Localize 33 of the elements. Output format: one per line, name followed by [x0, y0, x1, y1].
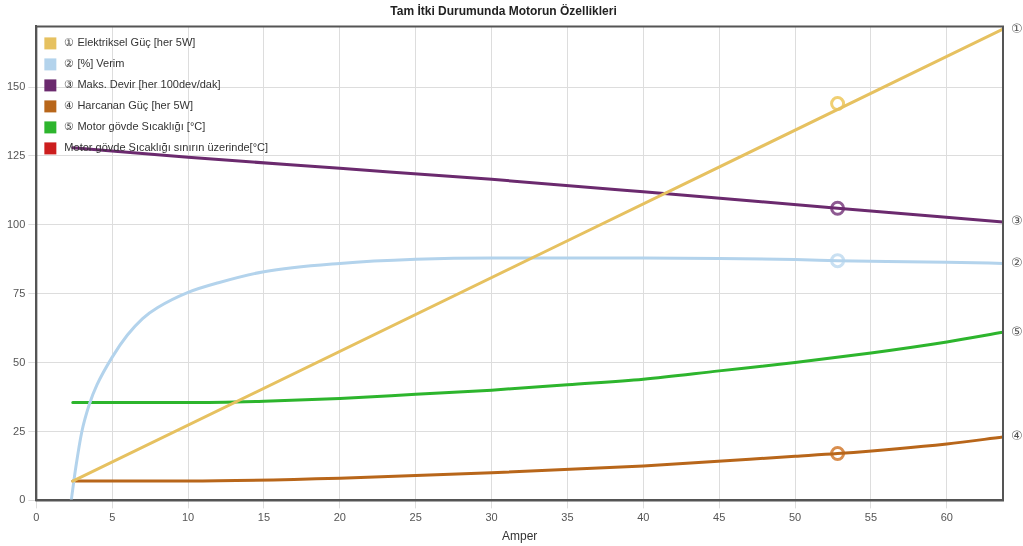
x-tick-label: 60 — [940, 511, 953, 524]
x-tick-label: 50 — [788, 511, 802, 524]
x-tick-label: 30 — [485, 511, 498, 524]
chart-title: Tam İtki Durumunda Motorun Özellikleri — [390, 2, 617, 18]
x-tick-label: 35 — [561, 511, 574, 524]
y-tick-label: 125 — [6, 148, 26, 161]
line-series — [71, 330, 1003, 405]
x-tick-label: 45 — [713, 511, 726, 524]
y-tick-label: 150 — [6, 80, 26, 93]
text: ④ — [1011, 428, 1023, 444]
x-tick-label: 0 — [33, 511, 40, 524]
legend-label: ⑤ Motor gövde Sıcaklığı [°C] — [64, 120, 206, 133]
x-tick-label: 10 — [181, 511, 195, 524]
legend-label: ④ Harcanan Güç [her 5W] — [64, 99, 193, 112]
text: ① — [1011, 20, 1023, 36]
text: ③ — [1011, 213, 1023, 229]
y-tick-label: 25 — [13, 424, 26, 437]
y-tick-label: 50 — [13, 355, 26, 368]
text: ② — [1011, 254, 1023, 270]
y-tick-label: 100 — [6, 217, 26, 230]
x-tick-label: 25 — [409, 511, 422, 524]
legend-label: ① Elektriksel Güç [her 5W] — [64, 36, 196, 49]
legend-label: ② [%] Verim — [64, 57, 125, 70]
y-tick-label: 0 — [19, 493, 26, 506]
legend-label: ③ Maks. Devir [her 100dev/dak] — [64, 78, 221, 91]
x-tick-label: 5 — [109, 511, 116, 524]
x-tick-label: 15 — [257, 511, 271, 524]
y-tick-label: 75 — [13, 286, 26, 299]
x-tick-label: 20 — [333, 511, 346, 524]
x-tick-label: 40 — [637, 511, 650, 524]
text: ⑤ — [1011, 323, 1023, 339]
x-tick-label: 55 — [864, 511, 878, 524]
x-axis-title: Amper — [502, 529, 538, 544]
